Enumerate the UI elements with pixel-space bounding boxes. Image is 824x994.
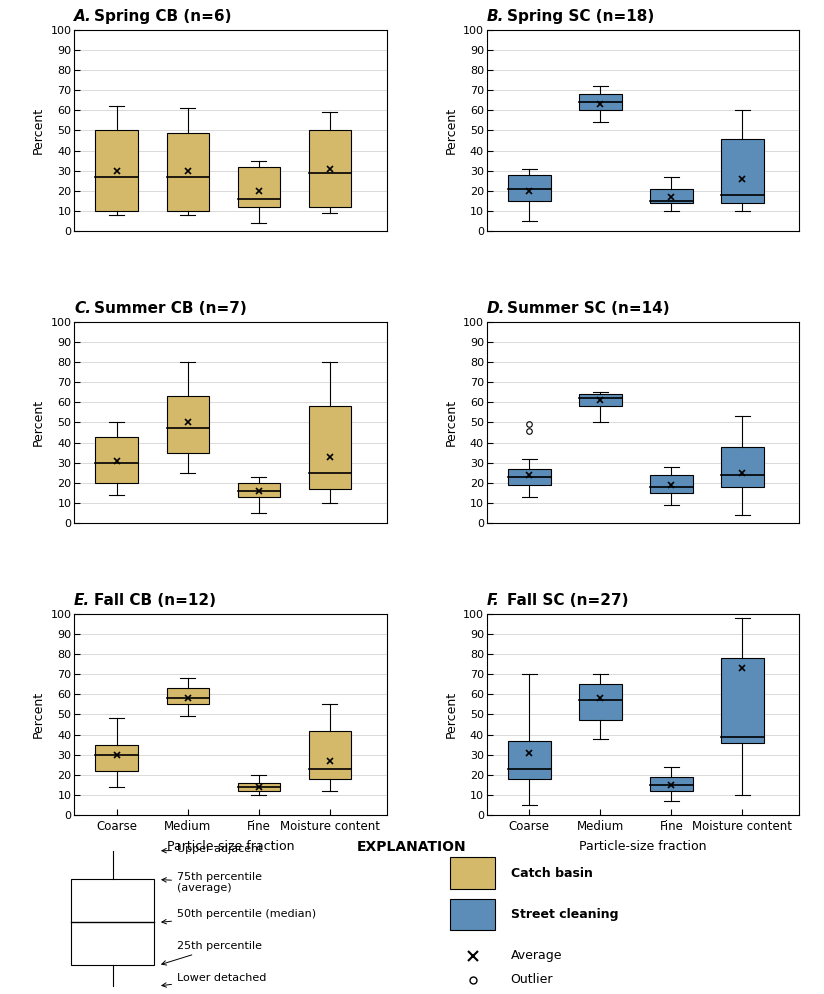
Text: Summer SC (n=14): Summer SC (n=14) bbox=[507, 301, 670, 316]
Bar bbox=[308, 731, 351, 779]
Bar bbox=[721, 658, 764, 743]
Text: Spring CB (n=6): Spring CB (n=6) bbox=[95, 9, 232, 24]
Text: 25th percentile: 25th percentile bbox=[162, 941, 262, 965]
Bar bbox=[166, 132, 209, 211]
Text: Spring SC (n=18): Spring SC (n=18) bbox=[507, 9, 654, 24]
Text: D.: D. bbox=[487, 301, 505, 316]
Bar bbox=[237, 783, 280, 791]
Bar bbox=[450, 857, 495, 889]
Text: Average: Average bbox=[511, 949, 562, 962]
Text: Street cleaning: Street cleaning bbox=[511, 908, 618, 921]
Text: Upper adjacent: Upper adjacent bbox=[162, 844, 263, 854]
Text: B.: B. bbox=[487, 9, 504, 24]
Text: EXPLANATION: EXPLANATION bbox=[357, 840, 467, 854]
Text: A.: A. bbox=[74, 9, 92, 24]
Text: E.: E. bbox=[74, 592, 91, 607]
Bar bbox=[721, 138, 764, 203]
Y-axis label: Percent: Percent bbox=[444, 107, 457, 154]
Bar bbox=[237, 483, 280, 497]
Bar bbox=[721, 446, 764, 487]
Y-axis label: Percent: Percent bbox=[32, 107, 44, 154]
Bar bbox=[166, 688, 209, 705]
Bar bbox=[579, 395, 621, 407]
Bar bbox=[508, 741, 550, 779]
X-axis label: Particle-size fraction: Particle-size fraction bbox=[579, 840, 707, 853]
Bar bbox=[508, 469, 550, 485]
Bar bbox=[96, 745, 138, 770]
Bar bbox=[166, 397, 209, 452]
Text: C.: C. bbox=[74, 301, 91, 316]
Text: Outlier: Outlier bbox=[511, 973, 553, 986]
Bar bbox=[579, 94, 621, 110]
Bar bbox=[237, 167, 280, 207]
Y-axis label: Percent: Percent bbox=[32, 399, 44, 446]
Y-axis label: Percent: Percent bbox=[32, 691, 44, 738]
Y-axis label: Percent: Percent bbox=[444, 399, 457, 446]
Bar bbox=[96, 436, 138, 483]
Bar bbox=[308, 407, 351, 489]
Text: Lower detached: Lower detached bbox=[162, 973, 266, 987]
Bar bbox=[308, 130, 351, 207]
Text: F.: F. bbox=[487, 592, 499, 607]
Text: 50th percentile (median): 50th percentile (median) bbox=[162, 910, 316, 923]
Bar bbox=[650, 777, 693, 791]
Text: Fall CB (n=12): Fall CB (n=12) bbox=[95, 592, 217, 607]
Bar bbox=[96, 130, 138, 211]
Bar bbox=[650, 189, 693, 203]
Bar bbox=[579, 684, 621, 721]
Text: Fall SC (n=27): Fall SC (n=27) bbox=[507, 592, 629, 607]
Bar bbox=[450, 899, 495, 930]
Text: Summer CB (n=7): Summer CB (n=7) bbox=[95, 301, 247, 316]
X-axis label: Particle-size fraction: Particle-size fraction bbox=[166, 840, 294, 853]
Bar bbox=[508, 175, 550, 201]
Y-axis label: Percent: Percent bbox=[444, 691, 457, 738]
Text: 75th percentile
(average): 75th percentile (average) bbox=[162, 872, 262, 894]
Text: Catch basin: Catch basin bbox=[511, 867, 592, 880]
Bar bbox=[71, 880, 154, 965]
Bar bbox=[650, 475, 693, 493]
